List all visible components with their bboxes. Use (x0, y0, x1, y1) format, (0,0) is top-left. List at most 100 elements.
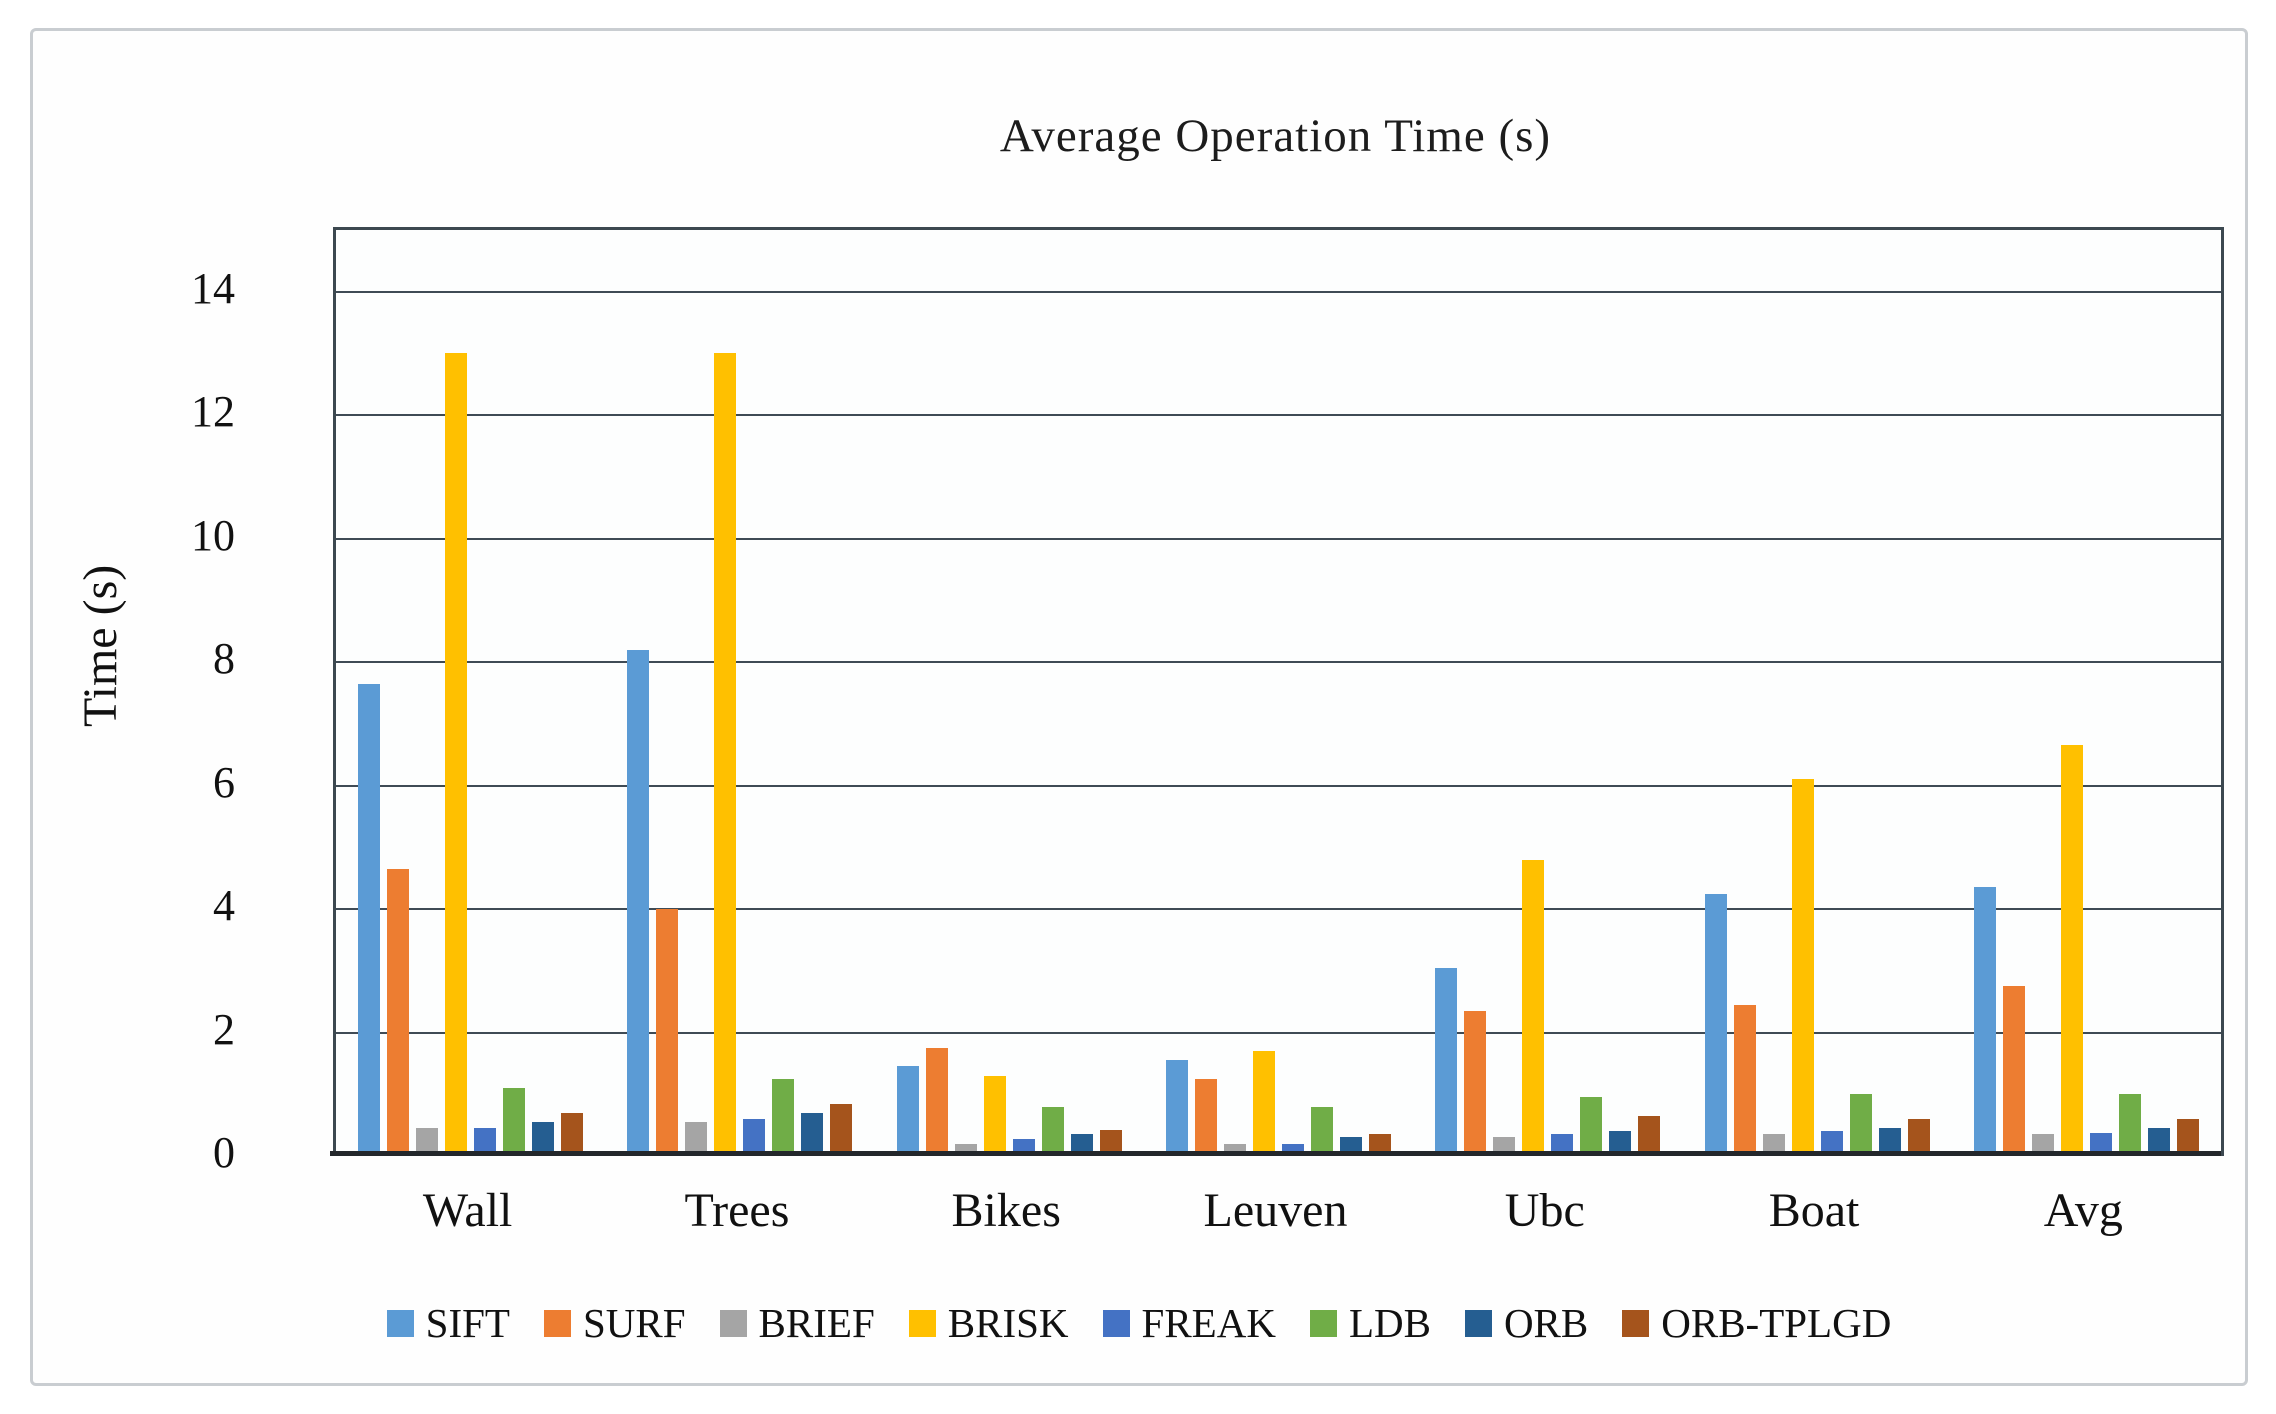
bar-boat-surf (1733, 1005, 1756, 1156)
bar-avg-brisk (2060, 745, 2083, 1156)
legend-item-brief: BRIEF (719, 1299, 875, 1347)
bar-avg-orb (2147, 1128, 2170, 1156)
bar-trees-sift (627, 650, 650, 1156)
bar-wall-brisk (445, 353, 468, 1156)
bar-trees-surf (656, 909, 679, 1156)
bar-leuven-orb-tplgd (1369, 1134, 1391, 1156)
bar-ubc-orb (1609, 1131, 1632, 1156)
bar-boat-brisk (1791, 779, 1814, 1156)
bar-boat-brief (1762, 1134, 1785, 1156)
legend-label-brief: BRIEF (758, 1300, 875, 1346)
legend-item-sift: SIFT (386, 1299, 510, 1347)
bar-bikes-surf (925, 1048, 948, 1156)
legend-label-orb: ORB (1503, 1300, 1589, 1346)
bar-leuven-brisk (1253, 1051, 1275, 1156)
legend-swatch-brief (719, 1309, 747, 1337)
bar-wall-brief (416, 1128, 439, 1156)
plot-area (333, 227, 2224, 1156)
legend-swatch-brisk (908, 1309, 936, 1337)
legend-label-orb-tplgd: ORB-TPLGD (1661, 1300, 1892, 1346)
legend-item-brisk: BRISK (908, 1299, 1069, 1347)
x-label-boat: Boat (1768, 1184, 1860, 1237)
bar-bikes-orb (1070, 1134, 1093, 1156)
bar-trees-orb-tplgd (830, 1104, 853, 1156)
x-label-bikes: Bikes (951, 1184, 1061, 1237)
bar-boat-sift (1704, 894, 1727, 1156)
bar-leuven-sift (1166, 1060, 1188, 1156)
gridline-y-10 (336, 537, 2221, 540)
bar-leuven-surf (1195, 1079, 1217, 1156)
bar-bikes-ldb (1041, 1107, 1064, 1156)
y-tick-label-12: 12 (191, 387, 235, 437)
legend-label-ldb: LDB (1348, 1300, 1431, 1346)
bar-boat-orb-tplgd (1907, 1119, 1930, 1156)
legend-label-surf: SURF (582, 1300, 686, 1346)
legend-swatch-ldb (1309, 1309, 1337, 1337)
bar-boat-orb (1878, 1128, 1901, 1156)
gridline-y-8 (336, 661, 2221, 664)
legend-swatch-sift (386, 1309, 414, 1337)
gridline-y-6 (336, 784, 2221, 787)
bar-wall-freak (474, 1128, 497, 1156)
y-tick-label-4: 4 (213, 881, 235, 931)
y-tick-label-8: 8 (213, 634, 235, 684)
bar-ubc-ldb (1580, 1097, 1603, 1156)
chart-title: Average Operation Time (s) (999, 110, 1552, 162)
legend-item-freak: FREAK (1102, 1299, 1276, 1347)
bar-bikes-sift (896, 1066, 919, 1156)
x-label-ubc: Ubc (1504, 1184, 1585, 1237)
legend-item-ldb: LDB (1309, 1299, 1431, 1347)
legend-label-freak: FREAK (1141, 1300, 1276, 1346)
x-label-avg: Avg (2043, 1184, 2123, 1237)
bar-avg-freak (2089, 1133, 2112, 1156)
bar-avg-surf (2002, 986, 2025, 1156)
bar-trees-freak (743, 1119, 766, 1156)
bar-wall-ldb (503, 1088, 526, 1156)
gridline-y-14 (336, 290, 2221, 293)
bar-wall-orb-tplgd (561, 1113, 584, 1156)
legend-swatch-orb (1464, 1309, 1492, 1337)
legend: SIFT SURF BRIEF BRISK FREAK LDB ORB ORB-TPLGD (33, 1299, 2245, 1347)
legend-item-orb: ORB (1464, 1299, 1589, 1347)
y-tick-label-6: 6 (213, 757, 235, 807)
y-tick-label-14: 14 (191, 263, 235, 313)
bar-ubc-sift (1435, 968, 1458, 1156)
legend-swatch-surf (543, 1309, 571, 1337)
bar-avg-brief (2031, 1134, 2054, 1156)
bar-trees-ldb (772, 1079, 795, 1156)
gridline-y-12 (336, 414, 2221, 417)
bar-avg-sift (1973, 887, 1996, 1156)
bar-avg-ldb (2118, 1094, 2141, 1156)
bar-boat-freak (1820, 1131, 1843, 1156)
x-label-leuven: Leuven (1203, 1184, 1348, 1237)
legend-label-sift: SIFT (425, 1300, 510, 1346)
bar-ubc-freak (1551, 1134, 1574, 1156)
bar-ubc-orb-tplgd (1638, 1116, 1661, 1156)
y-tick-label-0: 0 (213, 1128, 235, 1177)
bar-ubc-brisk (1522, 860, 1545, 1156)
x-label-wall: Wall (422, 1184, 513, 1237)
x-axis-line (330, 1151, 2221, 1156)
bar-avg-orb-tplgd (2176, 1119, 2199, 1156)
bar-trees-brief (685, 1122, 708, 1156)
gridline-y-4 (336, 908, 2221, 911)
bar-wall-surf (387, 869, 410, 1156)
bar-leuven-ldb (1311, 1107, 1333, 1156)
legend-item-surf: SURF (543, 1299, 686, 1347)
legend-swatch-freak (1102, 1309, 1130, 1337)
legend-swatch-orb-tplgd (1622, 1309, 1650, 1337)
legend-item-orb-tplgd: ORB-TPLGD (1622, 1299, 1891, 1347)
y-tick-label-10: 10 (191, 510, 235, 560)
bar-bikes-orb-tplgd (1099, 1130, 1122, 1156)
bar-wall-orb (532, 1122, 555, 1156)
bar-trees-orb (801, 1113, 824, 1156)
gridline-y-2 (336, 1031, 2221, 1034)
y-tick-label-2: 2 (213, 1004, 235, 1054)
bar-bikes-brisk (983, 1076, 1006, 1156)
legend-label-brisk: BRISK (947, 1300, 1069, 1346)
bar-boat-ldb (1849, 1094, 1872, 1156)
bar-trees-brisk (714, 353, 737, 1156)
x-label-trees: Trees (684, 1184, 790, 1237)
bar-wall-sift (358, 684, 381, 1156)
